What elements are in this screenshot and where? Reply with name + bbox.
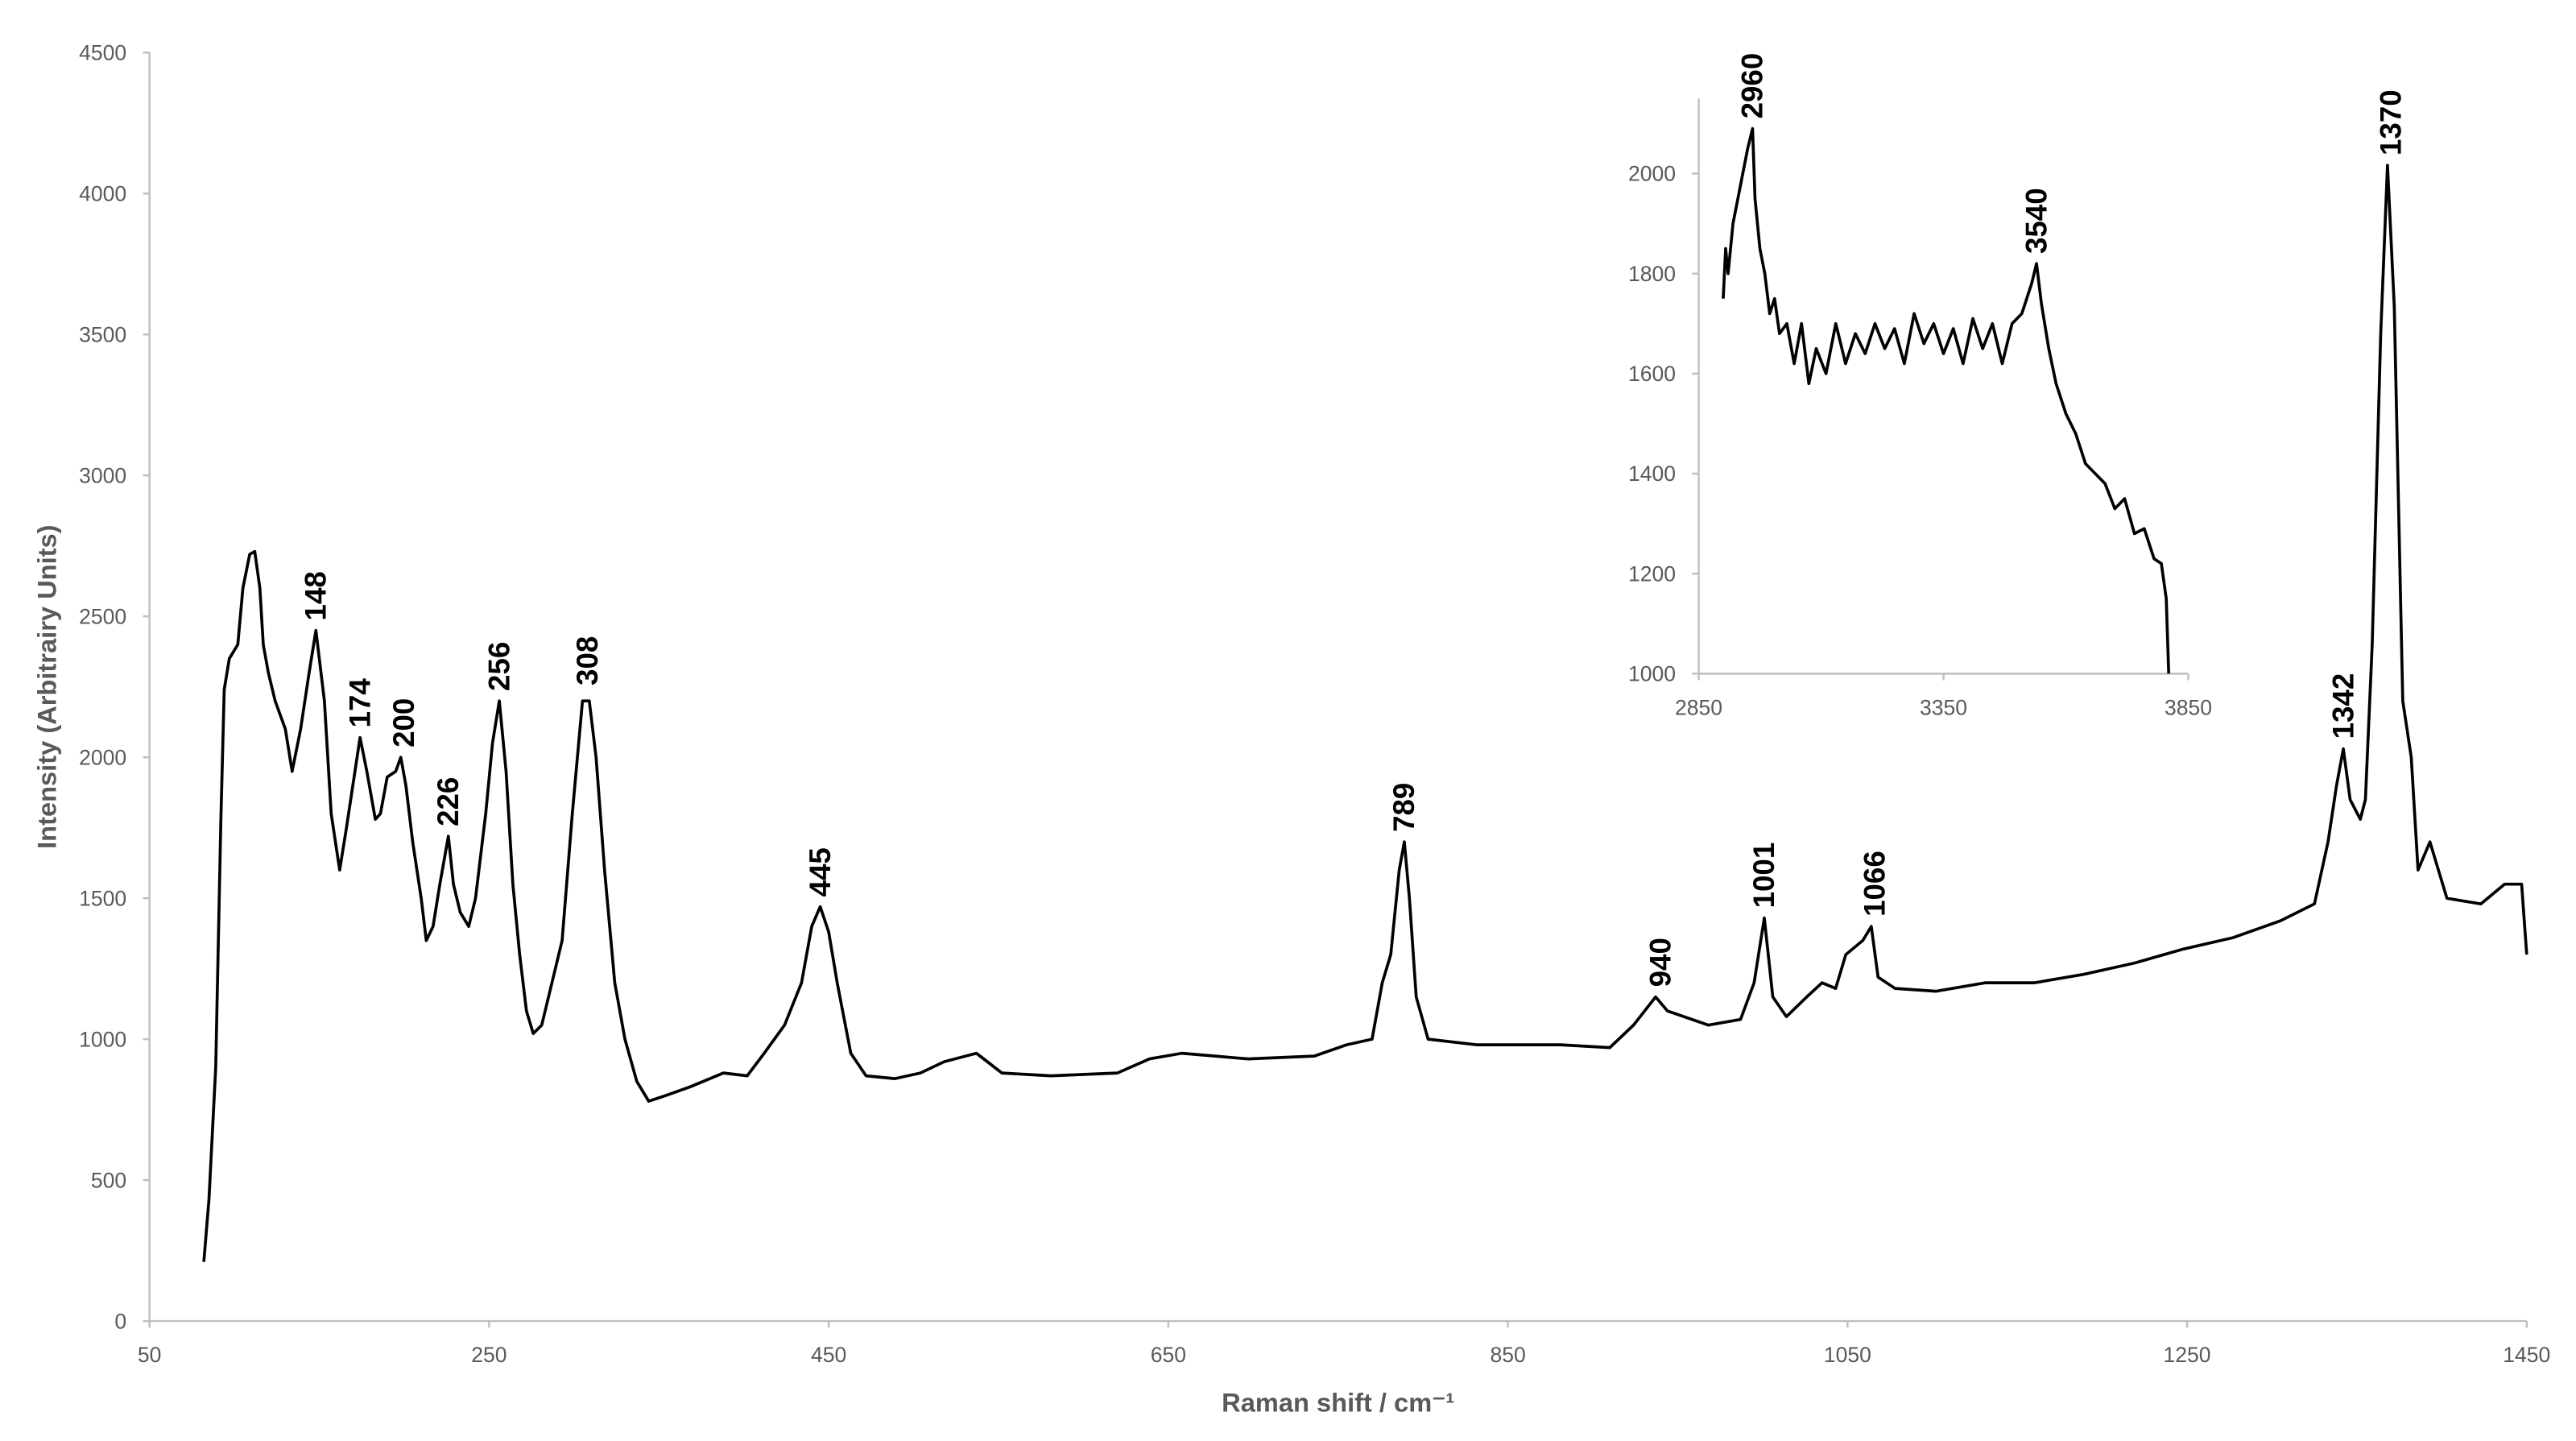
x-tick-label: 850	[1490, 1343, 1525, 1367]
y-tick-label: 1400	[1628, 462, 1676, 486]
x-tick-label: 3350	[1920, 695, 1967, 719]
y-tick-label: 1600	[1628, 362, 1676, 386]
peak-label: 148	[300, 571, 333, 620]
peak-label: 3540	[2020, 188, 2053, 254]
x-tick-label: 1250	[2164, 1343, 2211, 1367]
y-tick-label: 500	[91, 1168, 126, 1192]
y-tick-label: 1200	[1628, 561, 1676, 586]
y-tick-label: 2000	[79, 745, 126, 769]
peak-label: 226	[432, 777, 465, 826]
y-axis-title: Intensity (Arbitrairy Units)	[31, 524, 61, 848]
peak-label: 1001	[1747, 843, 1780, 909]
y-tick-label: 2500	[79, 604, 126, 628]
y-tick-label: 4000	[79, 181, 126, 205]
x-tick-label: 650	[1151, 1343, 1186, 1367]
x-tick-label: 1450	[2503, 1343, 2550, 1367]
peak-label: 1342	[2326, 673, 2359, 739]
x-tick-label: 1050	[1824, 1343, 1871, 1367]
y-tick-label: 1500	[79, 886, 126, 910]
y-tick-label: 3000	[79, 463, 126, 487]
x-tick-label: 3850	[2165, 695, 2212, 719]
spectrum-line	[202, 164, 2528, 1262]
peak-label: 445	[804, 847, 837, 896]
x-axis-title: Raman shift / cm⁻¹	[1222, 1387, 1454, 1417]
peak-label: 1370	[2374, 89, 2407, 155]
peak-label: 256	[482, 642, 515, 691]
peak-label: 2960	[1736, 53, 1769, 119]
y-tick-label: 1000	[1628, 662, 1676, 686]
x-tick-label: 450	[811, 1343, 846, 1367]
y-tick-label: 2000	[1628, 162, 1676, 186]
y-tick-label: 1800	[1628, 262, 1676, 286]
peak-label: 1066	[1858, 851, 1891, 917]
y-tick-label: 1000	[79, 1027, 126, 1051]
y-tick-label: 0	[114, 1309, 126, 1333]
spectrum-line	[1722, 126, 2171, 674]
peak-label: 308	[571, 636, 604, 685]
y-tick-label: 4500	[79, 40, 126, 64]
peak-label: 789	[1387, 783, 1420, 832]
y-tick-label: 3500	[79, 322, 126, 346]
x-tick-label: 50	[138, 1343, 162, 1367]
x-tick-label: 250	[471, 1343, 507, 1367]
peak-label: 940	[1644, 938, 1677, 987]
peak-label: 174	[343, 678, 376, 728]
peak-label: 200	[387, 698, 420, 747]
x-tick-label: 2850	[1675, 695, 1722, 719]
